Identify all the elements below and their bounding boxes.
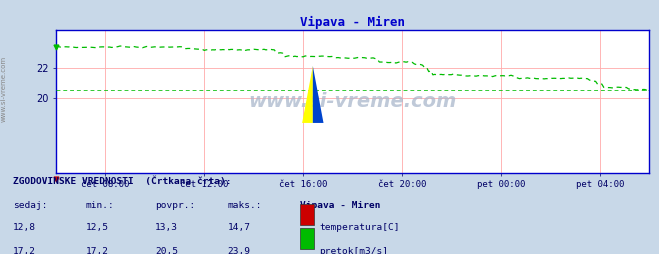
Text: Vipava - Miren: Vipava - Miren: [300, 201, 380, 210]
Text: 23,9: 23,9: [227, 247, 250, 254]
Text: ZGODOVINSKE VREDNOSTI  (Črtkana črta):: ZGODOVINSKE VREDNOSTI (Črtkana črta):: [13, 177, 232, 186]
Text: 17,2: 17,2: [13, 247, 36, 254]
Text: 17,2: 17,2: [86, 247, 109, 254]
Text: 12,5: 12,5: [86, 223, 109, 232]
Text: sedaj:: sedaj:: [13, 201, 47, 210]
Text: pretok[m3/s]: pretok[m3/s]: [320, 247, 389, 254]
Polygon shape: [313, 66, 324, 123]
Title: Vipava - Miren: Vipava - Miren: [300, 16, 405, 29]
Text: 13,3: 13,3: [155, 223, 178, 232]
Text: 20,5: 20,5: [155, 247, 178, 254]
Polygon shape: [302, 66, 313, 123]
Bar: [300, 204, 314, 225]
Text: www.si-vreme.com: www.si-vreme.com: [0, 56, 7, 122]
Text: maks.:: maks.:: [227, 201, 262, 210]
Text: 12,8: 12,8: [13, 223, 36, 232]
Text: temperatura[C]: temperatura[C]: [320, 223, 400, 232]
Text: povpr.:: povpr.:: [155, 201, 195, 210]
Text: min.:: min.:: [86, 201, 115, 210]
Text: www.si-vreme.com: www.si-vreme.com: [248, 92, 457, 111]
Text: 14,7: 14,7: [227, 223, 250, 232]
Bar: [300, 228, 314, 249]
